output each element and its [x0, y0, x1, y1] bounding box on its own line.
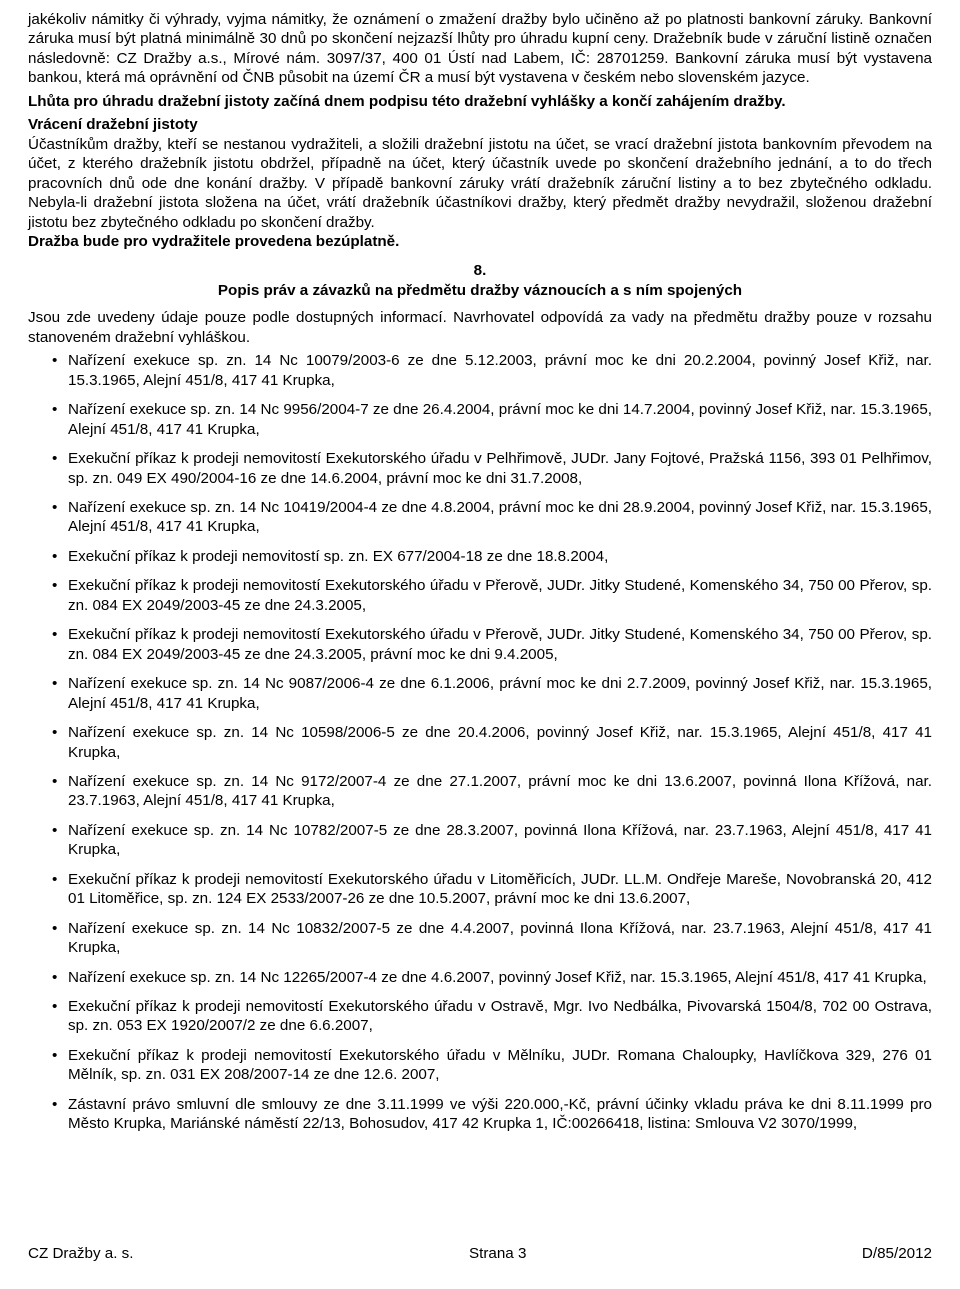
list-item: Nařízení exekuce sp. zn. 14 Nc 10782/200…: [28, 821, 932, 860]
list-item: Nařízení exekuce sp. zn. 14 Nc 9956/2004…: [28, 400, 932, 439]
return-title: Vrácení dražební jistoty: [28, 116, 198, 133]
return-body: Účastníkům dražby, kteří se nestanou vyd…: [28, 136, 932, 231]
list-item: Exekuční příkaz k prodeji nemovitostí Ex…: [28, 870, 932, 909]
list-item: Nařízení exekuce sp. zn. 14 Nc 10598/200…: [28, 723, 932, 762]
list-item: Exekuční příkaz k prodeji nemovitostí Ex…: [28, 997, 932, 1036]
list-item: Exekuční příkaz k prodeji nemovitostí Ex…: [28, 625, 932, 664]
section-title: Popis práv a závazků na předmětu dražby …: [28, 281, 932, 300]
list-item: Zástavní právo smluvní dle smlouvy ze dn…: [28, 1095, 932, 1134]
list-item: Nařízení exekuce sp. zn. 14 Nc 9172/2007…: [28, 772, 932, 811]
footer-left: CZ Dražby a. s.: [28, 1244, 134, 1263]
list-item: Nařízení exekuce sp. zn. 14 Nc 10832/200…: [28, 919, 932, 958]
list-item: Exekuční příkaz k prodeji nemovitostí Ex…: [28, 576, 932, 615]
intro-paragraph-1: jakékoliv námitky či výhrady, vyjma námi…: [28, 10, 932, 88]
footer-center: Strana 3: [469, 1244, 526, 1263]
free-paragraph: Dražba bude pro vydražitele provedena be…: [28, 233, 399, 250]
list-item: Nařízení exekuce sp. zn. 14 Nc 9087/2006…: [28, 674, 932, 713]
return-paragraph: Vrácení dražební jistoty Účastníkům draž…: [28, 115, 932, 251]
list-item: Exekuční příkaz k prodeji nemovitostí sp…: [28, 547, 932, 566]
list-item: Exekuční příkaz k prodeji nemovitostí Ex…: [28, 1046, 932, 1085]
deadline-paragraph: Lhůta pro úhradu dražební jistoty začíná…: [28, 92, 932, 111]
section-intro: Jsou zde uvedeny údaje pouze podle dostu…: [28, 308, 932, 347]
page-footer: CZ Dražby a. s. Strana 3 D/85/2012: [28, 1244, 932, 1263]
footer-right: D/85/2012: [862, 1244, 932, 1263]
list-item: Nařízení exekuce sp. zn. 14 Nc 12265/200…: [28, 968, 932, 987]
items-list: Nařízení exekuce sp. zn. 14 Nc 10079/200…: [28, 351, 932, 1134]
section-number: 8.: [28, 261, 932, 280]
list-item: Exekuční příkaz k prodeji nemovitostí Ex…: [28, 449, 932, 488]
list-item: Nařízení exekuce sp. zn. 14 Nc 10079/200…: [28, 351, 932, 390]
list-item: Nařízení exekuce sp. zn. 14 Nc 10419/200…: [28, 498, 932, 537]
